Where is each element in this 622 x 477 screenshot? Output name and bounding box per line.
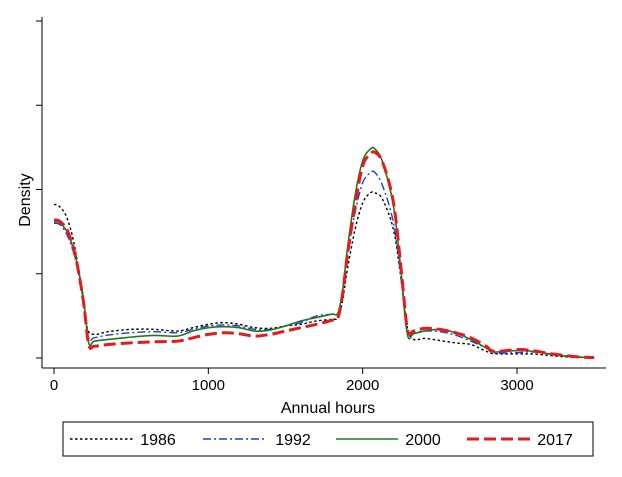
- series-line-2000: [53, 146, 595, 359]
- series-line-2017: [53, 150, 595, 360]
- y-axis: Density: [17, 17, 43, 368]
- x-tick-label: 1000: [192, 377, 225, 394]
- x-axis-label: Annual hours: [281, 400, 375, 417]
- x-tick-label: 3000: [500, 377, 533, 394]
- series-line-1992: [53, 170, 595, 359]
- series-line-1986: [53, 191, 595, 359]
- legend-label-2000: 2000: [405, 432, 441, 449]
- y-axis-label: Density: [17, 173, 34, 226]
- legend-label-2017: 2017: [537, 432, 573, 449]
- legend-label-1992: 1992: [275, 432, 311, 449]
- x-axis: 0 1000 2000 3000 Annual hours: [42, 367, 606, 417]
- x-tick-label: 0: [50, 377, 58, 394]
- legend: 1986 1992 2000 2017: [62, 421, 594, 457]
- x-tick-label: 2000: [346, 377, 379, 394]
- legend-label-1986: 1986: [140, 432, 176, 449]
- series-layer: [53, 146, 595, 360]
